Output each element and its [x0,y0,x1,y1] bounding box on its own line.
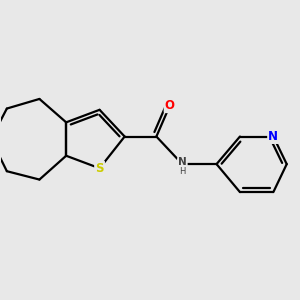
Text: S: S [95,162,104,175]
Text: N: N [178,159,187,169]
Text: S: S [95,162,104,175]
Text: N: N [178,158,187,167]
Text: N: N [268,130,278,143]
Text: N: N [268,130,278,143]
Text: O: O [165,99,175,112]
Text: O: O [165,99,175,112]
Text: H: H [179,167,185,176]
